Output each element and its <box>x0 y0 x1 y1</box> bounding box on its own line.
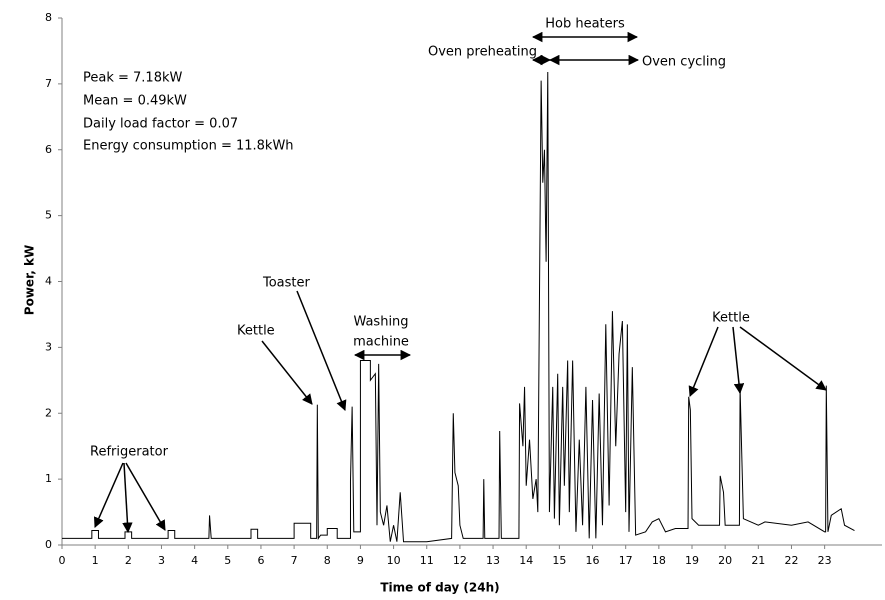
x-tick-label: 14 <box>519 554 533 567</box>
arrow <box>688 326 719 397</box>
annotation: Kettle <box>237 324 275 339</box>
x-tick-label: 4 <box>191 554 198 567</box>
x-tick-label: 21 <box>751 554 765 567</box>
x-tick-label: 3 <box>158 554 165 567</box>
annotation: Kettle <box>712 311 750 326</box>
annotation: machine <box>353 335 409 350</box>
y-tick-label: 0 <box>45 538 52 551</box>
x-tick-label: 13 <box>486 554 500 567</box>
y-axis-label: Power, kW <box>23 245 37 315</box>
x-tick-label: 7 <box>291 554 298 567</box>
annotation: Hob heaters <box>545 17 625 32</box>
arrows <box>93 31 827 534</box>
x-tick-label: 16 <box>586 554 600 567</box>
annotation: Refrigerator <box>90 445 169 460</box>
x-tick-label: 6 <box>257 554 264 567</box>
annotation: Toaster <box>262 276 311 291</box>
stat: Mean = 0.49kW <box>83 94 187 109</box>
x-tick-label: 11 <box>420 554 434 567</box>
x-tick-label: 22 <box>784 554 798 567</box>
x-axis-label: Time of day (24h) <box>380 581 499 595</box>
y-tick-label: 7 <box>45 77 52 90</box>
annotation: Washing <box>353 315 408 330</box>
annotation: Oven cycling <box>642 55 726 70</box>
arrow <box>739 326 827 391</box>
arrow <box>93 462 124 528</box>
arrow <box>296 290 347 411</box>
x-tick-label: 1 <box>92 554 99 567</box>
arrow <box>261 340 313 405</box>
x-tick-label: 2 <box>125 554 132 567</box>
x-tick-label: 5 <box>224 554 231 567</box>
annotation: Oven preheating <box>428 45 537 60</box>
y-tick-label: 8 <box>45 11 52 24</box>
power-line <box>62 72 855 543</box>
arrow <box>732 326 745 395</box>
x-tick-label: 15 <box>552 554 566 567</box>
y-tick-label: 6 <box>45 143 52 156</box>
y-tick-label: 2 <box>45 406 52 419</box>
arrow <box>122 462 133 534</box>
x-tick-label: 23 <box>818 554 832 567</box>
y-tick-label: 3 <box>45 340 52 353</box>
arrow <box>125 462 166 531</box>
x-tick-label: 12 <box>453 554 467 567</box>
stat: Energy consumption = 11.8kWh <box>83 139 294 154</box>
x-tick-label: 9 <box>357 554 364 567</box>
y-tick-label: 1 <box>45 472 52 485</box>
y-tick-label: 5 <box>45 209 52 222</box>
x-tick-label: 19 <box>685 554 699 567</box>
x-tick-label: 10 <box>387 554 401 567</box>
x-tick-label: 18 <box>652 554 666 567</box>
stat: Peak = 7.18kW <box>83 71 182 86</box>
y-tick-label: 4 <box>45 275 52 288</box>
x-tick-label: 8 <box>324 554 331 567</box>
x-tick-label: 20 <box>718 554 732 567</box>
x-tick-label: 0 <box>59 554 66 567</box>
stat: Daily load factor = 0.07 <box>83 117 238 132</box>
x-tick-label: 17 <box>619 554 633 567</box>
